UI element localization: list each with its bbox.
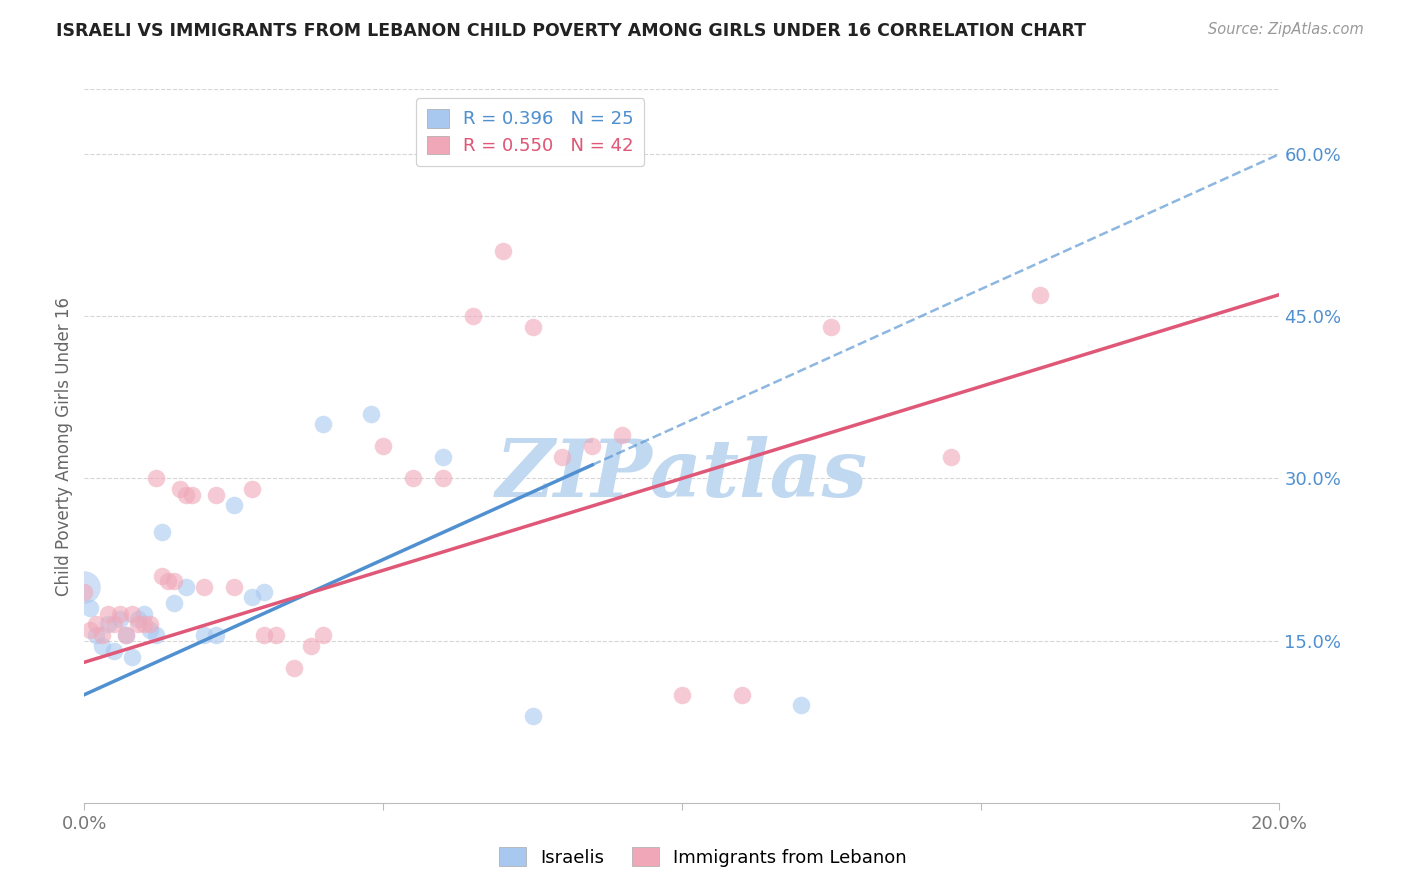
Legend: Israelis, Immigrants from Lebanon: Israelis, Immigrants from Lebanon <box>492 840 914 874</box>
Point <box>115 628 138 642</box>
Point <box>86 617 108 632</box>
Point <box>205 488 228 502</box>
Point <box>110 612 132 626</box>
Point <box>610 428 633 442</box>
Point <box>731 688 754 702</box>
Point <box>205 628 228 642</box>
Point <box>312 417 335 432</box>
Point <box>253 585 276 599</box>
Point <box>301 639 323 653</box>
Point <box>139 617 162 632</box>
Point <box>432 450 454 464</box>
Legend: R = 0.396   N = 25, R = 0.550   N = 42: R = 0.396 N = 25, R = 0.550 N = 42 <box>416 98 644 166</box>
Point <box>1029 287 1052 301</box>
Point <box>145 628 167 642</box>
Point <box>790 698 813 713</box>
Point <box>169 482 191 496</box>
Point <box>163 574 186 589</box>
Point <box>79 601 101 615</box>
Point <box>193 580 215 594</box>
Point <box>139 623 162 637</box>
Point <box>671 688 693 702</box>
Point <box>150 525 173 540</box>
Text: ISRAELI VS IMMIGRANTS FROM LEBANON CHILD POVERTY AMONG GIRLS UNDER 16 CORRELATIO: ISRAELI VS IMMIGRANTS FROM LEBANON CHILD… <box>56 22 1087 40</box>
Point <box>402 471 425 485</box>
Point <box>103 617 125 632</box>
Point <box>461 310 484 324</box>
Point <box>157 574 180 589</box>
Point <box>163 596 186 610</box>
Point <box>551 450 574 464</box>
Point <box>193 628 215 642</box>
Point <box>240 591 263 605</box>
Point <box>86 628 108 642</box>
Point <box>432 471 454 485</box>
Point <box>127 617 149 632</box>
Point <box>180 488 204 502</box>
Point <box>222 499 245 513</box>
Text: ZIPatlas: ZIPatlas <box>496 436 868 513</box>
Point <box>222 580 245 594</box>
Point <box>150 568 173 582</box>
Point <box>581 439 603 453</box>
Point <box>121 607 143 621</box>
Point <box>492 244 515 259</box>
Point <box>110 607 132 621</box>
Point <box>820 320 842 334</box>
Y-axis label: Child Poverty Among Girls Under 16: Child Poverty Among Girls Under 16 <box>55 296 73 596</box>
Point <box>97 617 120 632</box>
Point <box>360 407 382 421</box>
Point <box>283 660 305 674</box>
Point <box>73 580 96 594</box>
Point <box>174 580 197 594</box>
Point <box>132 617 156 632</box>
Point <box>522 709 544 723</box>
Point <box>121 649 143 664</box>
Point <box>371 439 394 453</box>
Point <box>132 607 156 621</box>
Point <box>97 607 120 621</box>
Point <box>312 628 335 642</box>
Point <box>115 628 138 642</box>
Point <box>264 628 287 642</box>
Point <box>73 585 96 599</box>
Point <box>253 628 276 642</box>
Point <box>91 628 114 642</box>
Point <box>522 320 544 334</box>
Text: Source: ZipAtlas.com: Source: ZipAtlas.com <box>1208 22 1364 37</box>
Point <box>91 639 114 653</box>
Point <box>939 450 962 464</box>
Point <box>127 612 149 626</box>
Point <box>240 482 263 496</box>
Point <box>174 488 197 502</box>
Point <box>79 623 101 637</box>
Point <box>103 644 125 658</box>
Point <box>145 471 167 485</box>
